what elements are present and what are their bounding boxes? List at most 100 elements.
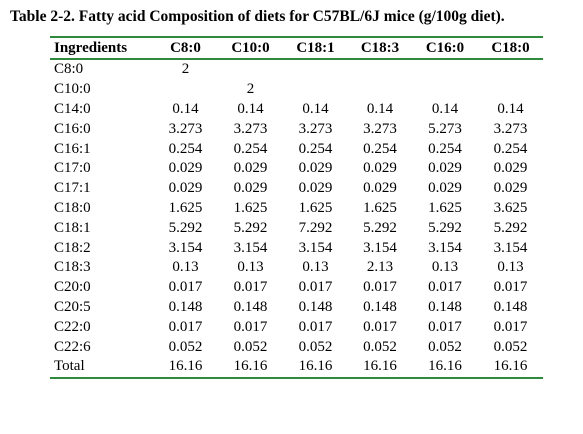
table-body: C8:0 2 C10:0 2 C14:0 0.14 0.14 0.14 0.14 0.14 0.14… — [50, 59, 543, 378]
table-cell: 3.154 — [233, 239, 268, 256]
header-c18-1: C18:1 — [296, 39, 335, 56]
table-cell: 16.16 — [233, 358, 268, 375]
row-label: C16:0 — [54, 120, 91, 137]
table-cell: 3.273 — [493, 120, 528, 137]
table-cell: 0.029 — [298, 160, 333, 177]
table-cell: 3.625 — [493, 199, 528, 216]
row-label: C10:0 — [54, 81, 91, 98]
table-row: C18:0 1.625 1.625 1.625 1.625 1.625 3.625 — [50, 199, 543, 219]
table-row: C22:6 0.052 0.052 0.052 0.052 0.052 0.052 — [50, 337, 543, 357]
header-c10-0: C10:0 — [231, 39, 270, 56]
table-cell: 0.017 — [168, 279, 203, 296]
table-cell — [283, 80, 348, 100]
table-cell: 5.273 — [428, 120, 462, 137]
row-label: C20:5 — [54, 298, 91, 315]
table-cell — [283, 59, 348, 80]
table-cell: 16.16 — [298, 358, 333, 375]
table-row: C17:1 0.029 0.029 0.029 0.029 0.029 0.029 — [50, 179, 543, 199]
table-row: C18:3 0.13 0.13 0.13 2.13 0.13 0.13 — [50, 258, 543, 278]
row-label: C14:0 — [54, 100, 91, 117]
table-cell: 5.292 — [363, 219, 397, 236]
table-cell — [478, 59, 543, 80]
table-cell: 0.029 — [363, 160, 397, 177]
table-cell: 3.154 — [493, 239, 528, 256]
table-cell: 16.16 — [168, 358, 203, 375]
table-cell: 0.148 — [298, 298, 333, 315]
table-cell: 1.625 — [298, 199, 333, 216]
table-cell — [153, 80, 218, 100]
table-cell: 5.292 — [168, 219, 203, 236]
table-cell: 0.029 — [168, 180, 203, 197]
table-cell — [348, 80, 412, 100]
table-cell: 0.017 — [493, 318, 528, 335]
table-cell: 0.254 — [168, 140, 203, 157]
row-label: C8:0 — [54, 61, 84, 78]
table-cell: 0.029 — [233, 160, 268, 177]
table-cell: 0.052 — [428, 338, 462, 355]
table-cell: 0.029 — [298, 180, 333, 197]
row-label: C20:0 — [54, 279, 91, 296]
table-cell: 5.292 — [428, 219, 462, 236]
table-row: C14:0 0.14 0.14 0.14 0.14 0.14 0.14 — [50, 100, 543, 120]
table-cell: 3.273 — [233, 120, 268, 137]
table-cell: 0.148 — [493, 298, 528, 315]
table-cell: 2.13 — [366, 259, 394, 276]
table-cell: 5.292 — [493, 219, 528, 236]
table-cell: 0.029 — [168, 160, 203, 177]
table-cell: 0.017 — [233, 279, 268, 296]
table-cell: 0.017 — [168, 318, 203, 335]
table-row: C18:1 5.292 5.292 7.292 5.292 5.292 5.292 — [50, 218, 543, 238]
table-cell: 0.017 — [428, 279, 462, 296]
row-label: C18:2 — [54, 239, 91, 256]
table-cell: 0.13 — [302, 259, 329, 276]
table-cell: 0.254 — [428, 140, 462, 157]
table-cell: 0.13 — [237, 259, 264, 276]
table-cell: 0.254 — [363, 140, 397, 157]
table-cell: 0.052 — [233, 338, 268, 355]
table-cell: 0.052 — [493, 338, 528, 355]
row-label: C18:3 — [54, 259, 91, 276]
table-cell — [348, 59, 412, 80]
table-cell: 7.292 — [298, 219, 333, 236]
table-cell: 0.017 — [298, 279, 333, 296]
table-cell: 0.017 — [233, 318, 268, 335]
table-cell: 0.14 — [302, 100, 329, 117]
header-row: Ingredients C8:0 C10:0 C18:1 C18:3 C16:0… — [50, 37, 543, 59]
table-cell: 0.017 — [363, 279, 397, 296]
table-row: C8:0 2 — [50, 59, 543, 80]
header-ingredients: Ingredients — [54, 39, 128, 56]
table-cell: 0.13 — [172, 259, 199, 276]
table-cell: 0.017 — [428, 318, 462, 335]
table-cell: 0.13 — [497, 259, 524, 276]
row-label: C17:0 — [54, 160, 91, 177]
table-cell: 3.154 — [363, 239, 397, 256]
row-label: Total — [54, 358, 85, 375]
row-label: C22:0 — [54, 318, 91, 335]
header-c16-0: C16:0 — [425, 39, 465, 56]
table-cell: 0.029 — [493, 160, 528, 177]
table-cell: 3.273 — [363, 120, 397, 137]
table-cell: 0.029 — [493, 180, 528, 197]
table-cell: 0.029 — [233, 180, 268, 197]
table-cell: 0.14 — [237, 100, 264, 117]
table-cell: 1.625 — [428, 199, 462, 216]
table-cell: 2 — [181, 61, 190, 78]
table-cell: 16.16 — [493, 358, 528, 375]
table-row: Total 16.16 16.16 16.16 16.16 16.16 16.16 — [50, 357, 543, 378]
table-cell: 3.273 — [168, 120, 203, 137]
fatty-acid-table: Ingredients C8:0 C10:0 C18:1 C18:3 C16:0… — [50, 36, 543, 379]
table-cell: 1.625 — [233, 199, 268, 216]
table-cell: 0.029 — [363, 180, 397, 197]
row-label: C22:6 — [54, 338, 91, 355]
table-cell: 0.148 — [233, 298, 268, 315]
table-cell — [412, 80, 478, 100]
table-cell: 0.029 — [428, 180, 462, 197]
table-cell: 0.14 — [497, 100, 524, 117]
table-cell: 1.625 — [168, 199, 203, 216]
table-cell: 0.254 — [233, 140, 268, 157]
table-cell: 16.16 — [363, 358, 397, 375]
header-c18-3: C18:3 — [360, 39, 400, 56]
table-cell: 16.16 — [428, 358, 462, 375]
table-row: C22:0 0.017 0.017 0.017 0.017 0.017 0.017 — [50, 317, 543, 337]
table-cell: 3.154 — [428, 239, 462, 256]
